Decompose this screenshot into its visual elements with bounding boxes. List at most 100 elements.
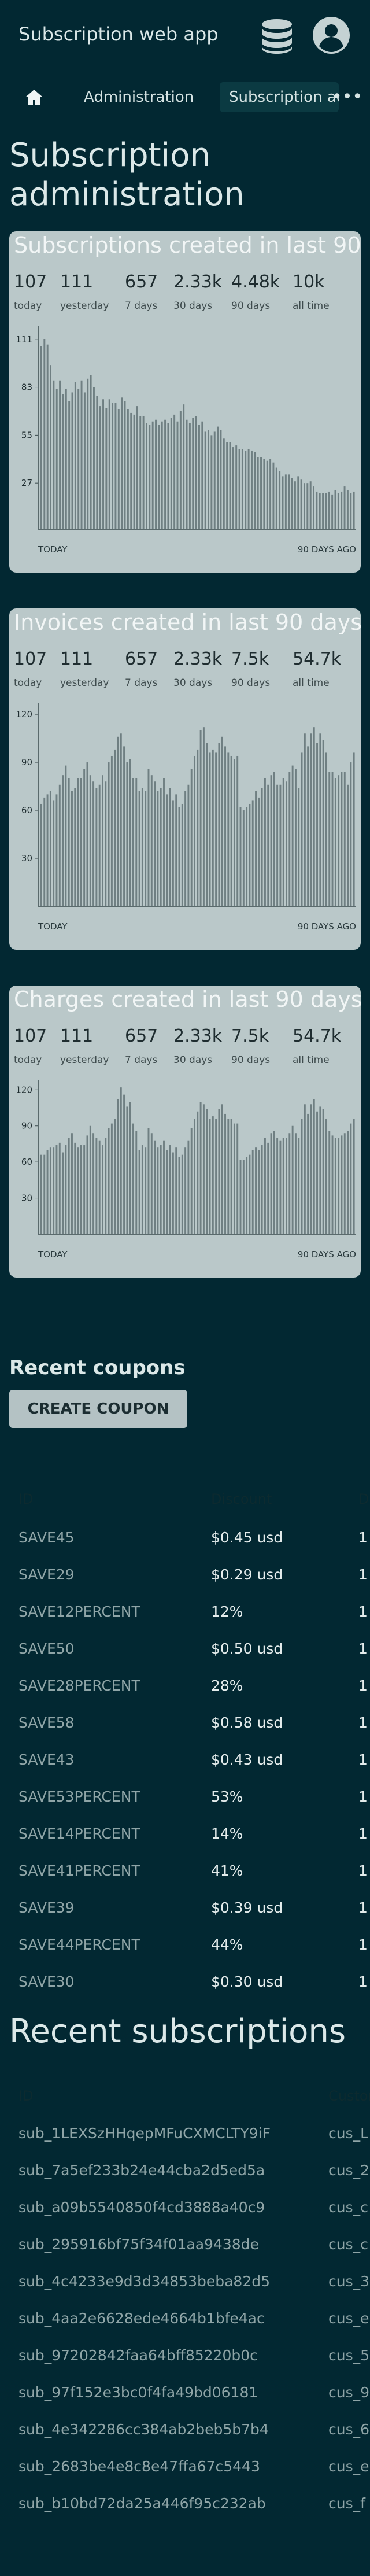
subscription-row[interactable]: sub_97f152e3bc0f4fa49bd06181 cus_9 xyxy=(0,2374,370,2411)
coupon-id[interactable]: SAVE53PERCENT xyxy=(18,1788,140,1805)
subscription-row[interactable]: sub_4c4233e9d3d34853beba82d5 cus_3 xyxy=(0,2263,370,2300)
coupon-id[interactable]: SAVE12PERCENT xyxy=(18,1603,140,1620)
subscription-id[interactable]: sub_97202842faa64bff85220b0c xyxy=(18,2347,258,2364)
home-button[interactable] xyxy=(17,86,51,109)
bar xyxy=(46,1150,49,1234)
coupon-row[interactable]: SAVE45 $0.45 usd 1 xyxy=(0,1519,370,1556)
coupon-row[interactable]: SAVE44PERCENT 44% 1 xyxy=(0,1926,370,1963)
create-coupon-button[interactable]: CREATE COUPON xyxy=(9,1390,187,1428)
page-title: Subscription administration xyxy=(9,136,356,215)
coupon-col-duration[interactable]: Duration xyxy=(358,1491,370,1507)
coupon-row[interactable]: SAVE28PERCENT 28% 1 xyxy=(0,1667,370,1704)
coupon-id[interactable]: SAVE14PERCENT xyxy=(18,1825,140,1842)
coupon-row[interactable]: SAVE58 $0.58 usd 1 xyxy=(0,1704,370,1741)
coupon-col-discount[interactable]: Discount xyxy=(211,1491,272,1507)
coupon-row[interactable]: SAVE30 $0.30 usd 1 xyxy=(0,1963,370,2000)
bar xyxy=(114,1119,116,1234)
bar xyxy=(227,1119,230,1234)
sub-col-id[interactable]: ID xyxy=(18,2088,34,2104)
bar xyxy=(86,762,88,906)
bar xyxy=(194,755,195,906)
subscription-customer[interactable]: cus_5 xyxy=(328,2347,370,2364)
subscription-id[interactable]: sub_a09b5540850f4cd3888a40c9 xyxy=(18,2199,265,2216)
subscription-row[interactable]: sub_a09b5540850f4cd3888a40c9 cus_c xyxy=(0,2189,370,2226)
coupon-id[interactable]: SAVE39 xyxy=(18,1899,75,1916)
subscription-customer[interactable]: cus_e xyxy=(328,2458,369,2475)
bar xyxy=(71,1133,73,1234)
subscription-customer[interactable]: cus_6 xyxy=(328,2421,370,2438)
subscription-id[interactable]: sub_b10bd72da25a446f95c232ab xyxy=(18,2495,266,2512)
bar xyxy=(197,1111,199,1234)
user-avatar-icon[interactable] xyxy=(312,16,350,54)
stat-label: 7 days xyxy=(125,300,158,312)
subscription-id[interactable]: sub_295916bf75f34f01aa9438de xyxy=(18,2236,259,2253)
coupon-row[interactable]: SAVE41PERCENT 41% 1 xyxy=(0,1852,370,1889)
subscription-id[interactable]: sub_1LEXSzHHqepMFuCXMCLTY9iF xyxy=(18,2125,271,2142)
subscription-customer[interactable]: cus_9 xyxy=(328,2384,370,2401)
coupon-id[interactable]: SAVE58 xyxy=(18,1714,75,1731)
subscription-id[interactable]: sub_7a5ef233b24e44cba2d5ed5a xyxy=(18,2162,265,2179)
sub-col-customer[interactable]: Customer xyxy=(328,2088,370,2104)
bar xyxy=(105,1138,107,1234)
subscription-customer[interactable]: cus_f xyxy=(328,2495,365,2512)
coupon-id[interactable]: SAVE50 xyxy=(18,1640,75,1657)
bar xyxy=(291,765,294,906)
subscription-id[interactable]: sub_4aa2e6628ede4664b1bfe4ac xyxy=(18,2310,265,2327)
bar xyxy=(183,404,185,529)
coupon-duration: 1 xyxy=(358,1640,368,1657)
bar xyxy=(350,1123,352,1234)
coupon-col-id[interactable]: ID xyxy=(18,1491,34,1507)
coupon-id[interactable]: SAVE30 xyxy=(18,1973,75,1990)
subscription-customer[interactable]: cus_2 xyxy=(328,2162,370,2179)
subscription-id[interactable]: sub_4e342286cc384ab2beb5b7b4 xyxy=(18,2421,269,2438)
stat-1: 111 yesterday xyxy=(60,272,109,312)
stat-value: 657 xyxy=(125,649,158,669)
coupon-row[interactable]: SAVE39 $0.39 usd 1 xyxy=(0,1889,370,1926)
coupon-id[interactable]: SAVE44PERCENT xyxy=(18,1936,140,1953)
coupon-duration: 1 xyxy=(358,1825,368,1842)
coupon-id[interactable]: SAVE43 xyxy=(18,1751,75,1768)
tab-subscription-administration[interactable]: Subscription administration xyxy=(220,82,339,112)
subscription-row[interactable]: sub_b10bd72da25a446f95c232ab cus_f xyxy=(0,2485,370,2522)
coupon-row[interactable]: SAVE53PERCENT 53% 1 xyxy=(0,1778,370,1815)
subscription-row[interactable]: sub_2683be4e8c8e47ffa67c5443 cus_e xyxy=(0,2448,370,2485)
subscription-customer[interactable]: cus_e xyxy=(328,2310,369,2327)
coupon-discount: 12% xyxy=(211,1603,243,1620)
database-icon[interactable] xyxy=(258,17,295,54)
subscription-row[interactable]: sub_4e342286cc384ab2beb5b7b4 cus_6 xyxy=(0,2411,370,2448)
subscription-row[interactable]: sub_295916bf75f34f01aa9438de cus_c xyxy=(0,2226,370,2263)
bar xyxy=(353,491,355,529)
y-tick-label: 30 xyxy=(21,853,32,863)
bar xyxy=(264,1138,266,1234)
coupon-row[interactable]: SAVE50 $0.50 usd 1 xyxy=(0,1630,370,1667)
stat-value: 111 xyxy=(60,272,94,292)
more-tabs-button[interactable]: ••• xyxy=(332,87,363,107)
tab-administration[interactable]: Administration xyxy=(84,88,194,106)
coupon-row[interactable]: SAVE29 $0.29 usd 1 xyxy=(0,1556,370,1593)
subscription-customer[interactable]: cus_c xyxy=(328,2236,368,2253)
coupon-row[interactable]: SAVE43 $0.43 usd 1 xyxy=(0,1741,370,1778)
bar xyxy=(229,442,231,529)
subscription-customer[interactable]: cus_3 xyxy=(328,2273,370,2290)
coupon-id[interactable]: SAVE41PERCENT xyxy=(18,1862,140,1879)
bar xyxy=(267,1142,269,1234)
coupon-id[interactable]: SAVE28PERCENT xyxy=(18,1677,140,1694)
stat-4: 7.5k 90 days xyxy=(231,1026,270,1066)
coupon-row[interactable]: SAVE14PERCENT 14% 1 xyxy=(0,1815,370,1852)
coupon-id[interactable]: SAVE45 xyxy=(18,1529,75,1546)
bar xyxy=(195,416,197,529)
subscription-id[interactable]: sub_4c4233e9d3d34853beba82d5 xyxy=(18,2273,270,2290)
subscription-row[interactable]: sub_7a5ef233b24e44cba2d5ed5a cus_2 xyxy=(0,2151,370,2189)
subscription-id[interactable]: sub_2683be4e8c8e47ffa67c5443 xyxy=(18,2458,260,2475)
coupon-row[interactable]: SAVE12PERCENT 12% 1 xyxy=(0,1593,370,1630)
subscription-row[interactable]: sub_1LEXSzHHqepMFuCXMCLTY9iF cus_L xyxy=(0,2114,370,2151)
subscription-id[interactable]: sub_97f152e3bc0f4fa49bd06181 xyxy=(18,2384,258,2401)
bar xyxy=(117,1099,119,1234)
subscription-row[interactable]: sub_97202842faa64bff85220b0c cus_5 xyxy=(0,2337,370,2374)
coupon-id[interactable]: SAVE29 xyxy=(18,1566,75,1583)
subscription-row[interactable]: sub_4aa2e6628ede4664b1bfe4ac cus_e xyxy=(0,2300,370,2337)
coupon-discount: $0.58 usd xyxy=(211,1714,283,1731)
bar xyxy=(316,1111,319,1234)
subscription-customer[interactable]: cus_L xyxy=(328,2125,369,2142)
subscription-customer[interactable]: cus_c xyxy=(328,2199,368,2216)
